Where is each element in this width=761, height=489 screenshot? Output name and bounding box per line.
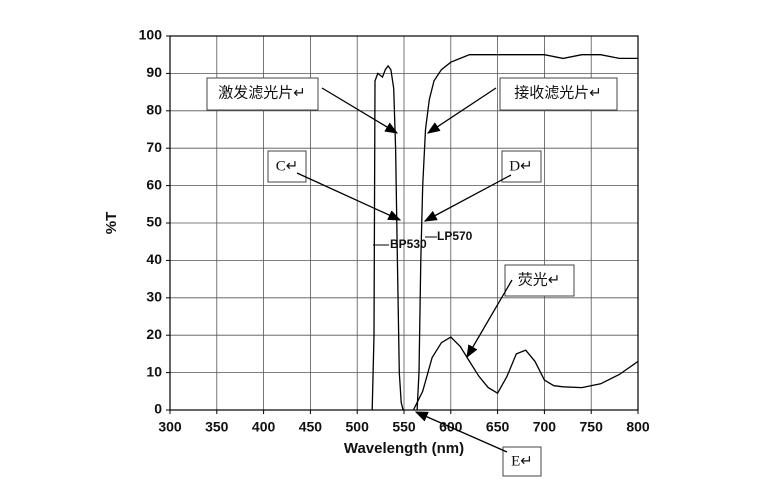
x-tick-label: 700 [533, 419, 557, 435]
series-label: BP530 [390, 237, 427, 251]
annotation-box [499, 77, 618, 111]
arrow [321, 87, 399, 134]
arrow [466, 279, 513, 359]
annotation: C↵ [276, 158, 299, 174]
annotation-box [502, 446, 542, 477]
x-axis-label: Wavelength (nm) [344, 440, 464, 457]
series-label: LP570 [437, 229, 473, 243]
annotation-box [504, 264, 575, 297]
annotation-box [267, 150, 307, 183]
series-line [412, 336, 639, 411]
y-tick-label: 20 [146, 326, 162, 342]
y-tick-label: 40 [146, 251, 162, 267]
annotation: E↵ [511, 453, 533, 469]
x-tick-label: 550 [392, 419, 416, 435]
annotation-box [206, 77, 319, 111]
x-tick-label: 500 [346, 419, 370, 435]
series-line [416, 54, 638, 411]
x-tick-label: 650 [486, 419, 510, 435]
y-tick-label: 0 [154, 401, 162, 417]
annotation: D↵ [509, 158, 532, 174]
y-tick-label: 80 [146, 102, 162, 118]
x-tick-label: 800 [626, 419, 650, 435]
x-tick-label: 300 [158, 419, 182, 435]
arrow [423, 174, 512, 222]
data-layer [371, 54, 639, 411]
arrow [414, 411, 508, 453]
x-tick-label: 750 [580, 419, 604, 435]
arrow [426, 87, 497, 134]
y-tick-label: 100 [139, 27, 163, 43]
series-line [371, 64, 404, 411]
x-tick-label: 400 [252, 419, 276, 435]
y-tick-label: 30 [146, 289, 162, 305]
y-tick-label: 10 [146, 363, 162, 379]
annotation: 接收滤光片↵ [514, 84, 602, 101]
annotation: 激发滤光片↵ [218, 84, 306, 101]
y-tick-label: 50 [146, 214, 162, 230]
plot-frame [169, 35, 639, 411]
x-tick-label: 450 [299, 419, 323, 435]
annotation: 荧光↵ [518, 271, 561, 288]
grid-layer: 0 10 20 30 40 50 60 70 80 90 100 300 350 400 450 500 550… [139, 27, 650, 435]
y-tick-label: 70 [146, 139, 162, 155]
y-tick-label: 90 [146, 64, 162, 80]
y-axis-label: %T [103, 212, 120, 235]
arrow [296, 172, 402, 221]
x-tick-label: 350 [205, 419, 229, 435]
y-tick-label: 60 [146, 176, 162, 192]
